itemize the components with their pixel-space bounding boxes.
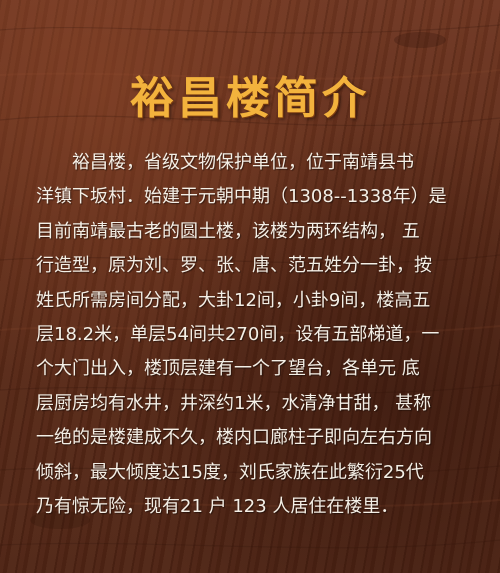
text-line: 目前南靖最古老的圆土楼，该楼为两环结构， 五: [36, 220, 420, 242]
text-line: 洋镇下坂村．始建于元朝中期（1308--1338年）是: [36, 186, 447, 208]
sign-description: 裕昌楼，省级文物保护单位，位于南靖县书 洋镇下坂村．始建于元朝中期（1308--…: [36, 146, 476, 524]
text-line: 层18.2米，单层54间共270间，设有五部梯道，一: [36, 323, 440, 345]
text-line: 倾斜，最大倾度达15度，刘氏家族在此繁衍25代: [36, 461, 424, 483]
text-line: 姓氏所需房间分配，大卦12间，小卦9间，楼高五: [36, 289, 431, 311]
text-line: 乃有惊无险，现有21 户 123 人居住在楼里．: [36, 495, 399, 517]
text-line: 一绝的是楼建成不久，楼内口廊柱子即向左右方向: [36, 427, 432, 449]
sign-title: 裕昌楼简介: [130, 73, 370, 124]
text-line: 个大门出入，楼顶层建有一个了望台，各单元 底: [36, 358, 420, 380]
text-line: 裕昌楼，省级文物保护单位，位于南靖县书: [72, 152, 414, 173]
text-line: 行造型，原为刘、罗、张、唐、范五姓分一卦，按: [36, 255, 432, 277]
text-line: 层厨房均有水井，井深约1米，水清净甘甜， 甚称: [36, 392, 432, 414]
